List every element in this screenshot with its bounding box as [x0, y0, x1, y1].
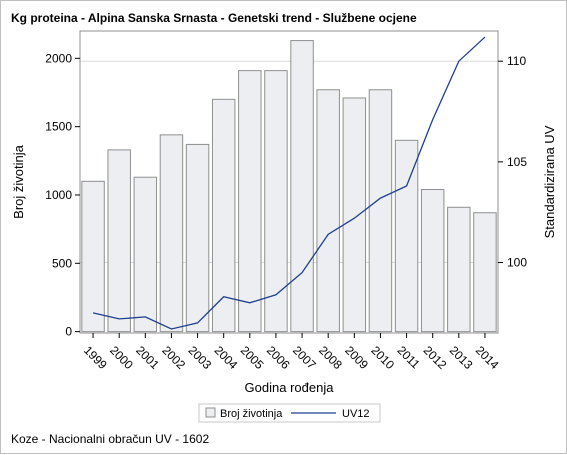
- x-tick-label: 2003: [185, 343, 214, 372]
- x-tick-label: 2005: [238, 343, 267, 372]
- x-tick-label: 2010: [368, 343, 397, 372]
- legend-border: [198, 403, 381, 423]
- y-axis-title: Broj životinja: [11, 144, 26, 218]
- legend-line-label: UV12: [342, 408, 370, 420]
- x-tick-label: 2012: [421, 343, 450, 372]
- y2-tick-label: 100: [507, 256, 527, 270]
- legend-bar-swatch: [205, 407, 216, 418]
- x-tick-label: 2006: [264, 343, 293, 372]
- bar: [290, 40, 314, 333]
- right-axis-ticks: 100 105 110: [498, 54, 527, 270]
- x-tick-label: 2013: [447, 343, 476, 372]
- bar: [368, 89, 393, 333]
- bar: [81, 180, 105, 333]
- bar: [473, 212, 497, 333]
- footnote: Koze - Nacionalni obračun UV - 1602: [11, 432, 210, 446]
- y-tick-label: 2000: [45, 51, 72, 65]
- x-tick-label: 2002: [159, 343, 188, 372]
- bar: [185, 143, 210, 333]
- plot-area-border: [79, 30, 499, 334]
- bar: [211, 98, 236, 333]
- y-tick-label: 1500: [45, 120, 72, 134]
- x-tick-label: 2001: [133, 343, 162, 372]
- x-tick-label: 2011: [394, 343, 422, 371]
- y2-axis-title: Standardizirana UV: [542, 125, 557, 238]
- bar: [342, 97, 367, 333]
- y2-tick-label: 105: [507, 155, 527, 169]
- uv12-line: [92, 36, 486, 330]
- x-axis-ticks: 1999200020012002200320042005200620072008…: [81, 333, 502, 372]
- bar: [420, 189, 445, 333]
- y-tick-label: 1000: [45, 188, 72, 202]
- y-tick-label: 500: [52, 256, 72, 270]
- bar: [238, 70, 262, 333]
- chart-title: Kg proteina - Alpina Sanska Srnasta - Ge…: [11, 11, 417, 25]
- y-tick-label: 0: [65, 325, 72, 339]
- legend-bar-label: Broj životinja: [220, 408, 283, 420]
- x-tick-label: 2008: [316, 343, 345, 372]
- x-tick-label: 2014: [473, 343, 502, 372]
- bar: [133, 176, 158, 333]
- bar: [394, 139, 419, 333]
- legend: Broj životinja UV12: [198, 403, 381, 423]
- x-tick-label: 2004: [212, 343, 241, 372]
- y2-tick-label: 110: [507, 54, 526, 68]
- left-axis-ticks: 0 500 1000 1500 2000: [45, 51, 80, 339]
- x-tick-label: 2007: [290, 343, 319, 372]
- bar: [264, 70, 288, 333]
- bar: [159, 134, 184, 333]
- bar: [316, 89, 340, 333]
- x-axis-title: Godina rođenja: [245, 380, 335, 395]
- bar: [447, 206, 471, 333]
- x-tick-label: 2000: [107, 343, 136, 372]
- bars-group: [81, 40, 497, 333]
- x-tick-label: 1999: [81, 343, 110, 372]
- bar: [107, 149, 131, 333]
- x-tick-label: 2009: [342, 343, 371, 372]
